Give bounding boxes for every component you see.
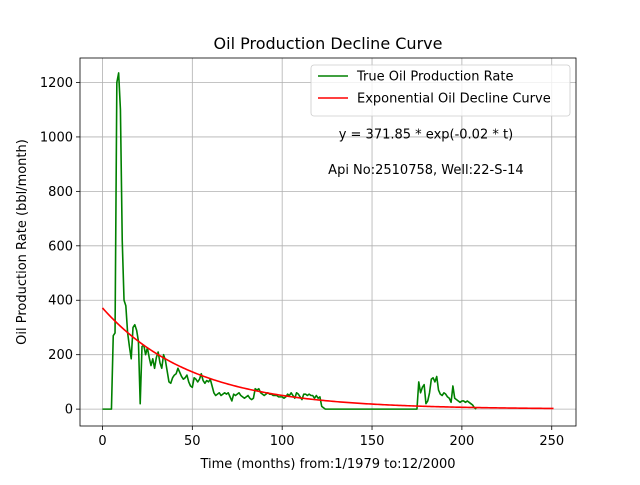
x-tick-label: 150 <box>360 434 385 449</box>
y-axis-label: Oil Production Rate (bbl/month) <box>15 139 30 345</box>
y-tick-label: 1000 <box>40 130 73 145</box>
exponential-fit-line <box>101 307 554 410</box>
grid-layer <box>80 58 576 426</box>
y-tick-label: 200 <box>48 348 73 363</box>
y-tick-label: 1200 <box>40 76 73 91</box>
equation-annotation: y = 371.85 * exp(-0.02 * t) <box>339 128 513 143</box>
legend-box <box>310 64 571 117</box>
well-annotation: Api No:2510758, Well:22-S-14 <box>328 163 524 178</box>
x-axis-label: Time (months) from:1/1979 to:12/2000 <box>199 457 455 472</box>
y-tick-label: 800 <box>48 185 73 200</box>
plot-frame <box>79 57 577 427</box>
x-tick-label: 100 <box>270 434 295 449</box>
legend: True Oil Production Rate Exponential Oil … <box>310 64 571 117</box>
legend-label: True Oil Production Rate <box>356 70 513 85</box>
ticks-layer: 0 50 100 150 200 250 0 200 400 600 800 1000 1200 <box>40 76 564 449</box>
legend-label: Exponential Oil Decline Curve <box>357 92 551 107</box>
y-tick-label: 0 <box>65 403 73 418</box>
x-tick-label: 0 <box>98 434 106 449</box>
y-tick-label: 600 <box>48 239 73 254</box>
x-tick-label: 50 <box>184 434 201 449</box>
annotation-layer: y = 371.85 * exp(-0.02 * t) Api No:251075… <box>328 128 524 178</box>
chart-title: Oil Production Decline Curve <box>214 34 443 53</box>
series-layer <box>101 72 554 410</box>
x-tick-label: 200 <box>449 434 474 449</box>
x-tick-label: 250 <box>539 434 564 449</box>
y-tick-label: 400 <box>48 294 73 309</box>
